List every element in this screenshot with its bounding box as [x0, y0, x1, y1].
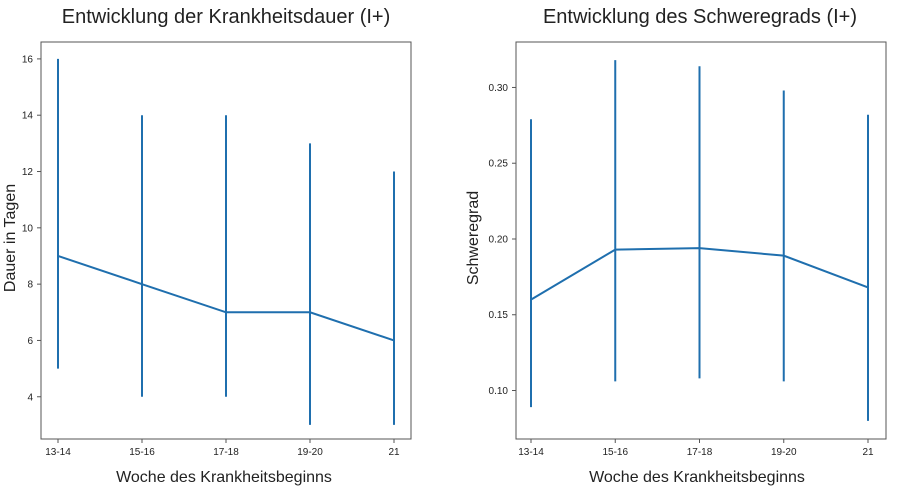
data-point	[393, 339, 395, 342]
x-tick-label: 15-16	[129, 447, 155, 458]
x-axis-label: Woche des Krankheitsbeginns	[116, 469, 332, 486]
x-tick-label: 19-20	[297, 447, 323, 458]
x-tick-label: 13-14	[45, 447, 71, 458]
x-axis-label: Woche des Krankheitsbeginns	[589, 469, 805, 486]
x-tick-label: 17-18	[213, 447, 239, 458]
duration-chart: Entwicklung der Krankheitsdauer (I+) Woc…	[2, 6, 412, 486]
data-point	[867, 286, 869, 289]
data-point	[614, 248, 617, 251]
x-tick-label: 21	[388, 447, 400, 458]
y-tick-label: 10	[22, 223, 34, 234]
y-tick-label: 14	[22, 111, 34, 122]
y-tick-label: 0.10	[489, 386, 509, 397]
y-tick-label: 0.15	[489, 310, 509, 321]
y-tick-label: 16	[22, 54, 34, 65]
plot-frame	[515, 41, 887, 440]
data-point	[782, 254, 785, 257]
x-tick-label: 19-20	[771, 447, 797, 458]
x-tick-label: 13-14	[518, 447, 544, 458]
data-point	[309, 311, 311, 314]
data-point	[530, 298, 532, 301]
data-point	[225, 311, 227, 314]
y-tick-label: 4	[27, 392, 33, 403]
y-tick-label: 0.25	[489, 159, 509, 170]
y-axis-label: Schweregrad	[465, 191, 482, 285]
data-point	[698, 247, 701, 250]
x-tick-label: 21	[862, 447, 874, 458]
y-tick-label: 12	[22, 167, 34, 178]
y-axis-label: Dauer in Tagen	[2, 184, 19, 292]
x-tick-label: 17-18	[687, 447, 713, 458]
data-point	[141, 283, 143, 286]
x-tick-label: 15-16	[602, 447, 628, 458]
chart-title: Entwicklung des Schweregrads (I+)	[543, 6, 857, 28]
y-tick-label: 6	[27, 336, 33, 347]
severity-chart: Entwicklung des Schweregrads (I+) Woche …	[465, 6, 887, 486]
chart-title: Entwicklung der Krankheitsdauer (I+)	[62, 6, 391, 28]
data-point	[57, 254, 59, 257]
y-tick-label: 0.20	[489, 234, 509, 245]
y-tick-label: 8	[27, 280, 33, 291]
y-tick-label: 0.30	[489, 83, 509, 94]
